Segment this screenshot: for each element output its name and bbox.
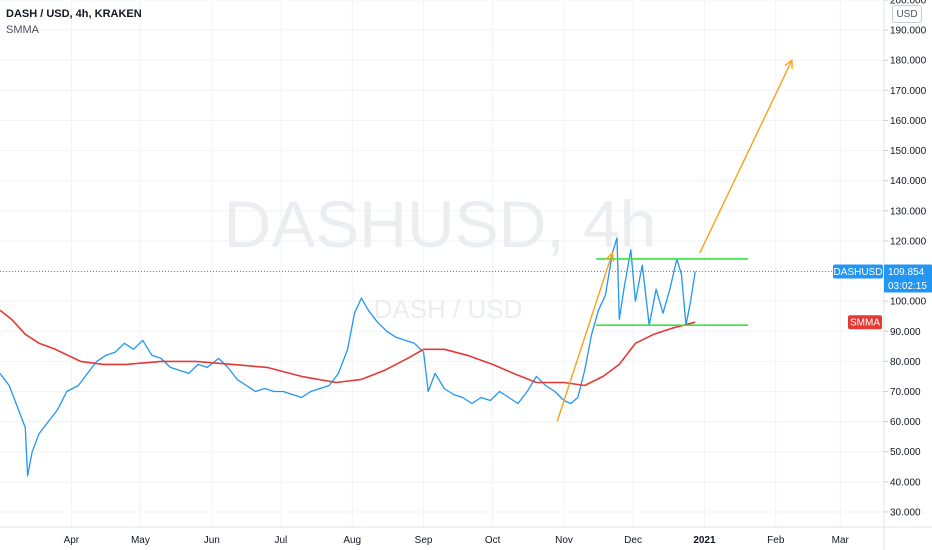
- x-tick-label: Apr: [64, 535, 80, 546]
- y-axis[interactable]: 30.000 40.000 50.000 60.000 70.000 80.000 90.0…: [884, 0, 927, 518]
- y-tick-label: 50.000: [890, 447, 921, 458]
- x-tick-label: Feb: [767, 535, 785, 546]
- last-price-tag-bg: [884, 264, 932, 293]
- x-tick-label: May: [131, 535, 150, 546]
- y-tick-label: 170.000: [890, 86, 927, 97]
- indicator-name[interactable]: SMMA: [6, 24, 39, 36]
- y-tick-label: 70.000: [890, 387, 921, 398]
- annotations-layer: [556, 60, 792, 422]
- y-tick-label: 160.000: [890, 116, 927, 127]
- series-layer: [0, 237, 696, 477]
- series-dashusd: [0, 237, 696, 477]
- y-tick-label: 120.000: [890, 236, 927, 247]
- y-tick-label: 140.000: [890, 176, 927, 187]
- y-tick-label: 40.000: [890, 477, 921, 488]
- y-tick-label: 100.000: [890, 297, 927, 308]
- symbol-title[interactable]: DASH / USD, 4h, KRAKEN: [6, 8, 142, 20]
- smma-tag-bg: [848, 315, 882, 330]
- smma-tag: SMMA: [850, 318, 880, 329]
- x-tick-label: Mar: [832, 535, 850, 546]
- watermark: DASHUSD, 4h DASH / USD: [224, 187, 657, 324]
- x-tick-label: Jun: [204, 535, 220, 546]
- projection-arrow[interactable]: [699, 60, 792, 254]
- y-tick-label: 150.000: [890, 146, 927, 157]
- x-tick-label: Dec: [624, 535, 642, 546]
- bar-countdown: 03:02:15: [888, 281, 927, 292]
- x-tick-label: Nov: [555, 535, 573, 546]
- watermark-main: DASHUSD, 4h: [224, 187, 657, 261]
- x-tick-label: Oct: [485, 535, 501, 546]
- y-tick-label: 200.000: [890, 0, 927, 7]
- currency-scale-button[interactable]: USD: [892, 5, 922, 23]
- y-tick-label: 60.000: [890, 417, 921, 428]
- y-tick-label: 80.000: [890, 357, 921, 368]
- chart-legend[interactable]: DASH / USD, 4h, KRAKEN SMMA: [6, 6, 142, 38]
- price-tags: DASHUSD 109.854 03:02:15 SMMA: [833, 264, 932, 330]
- symbol-tag-bg: [833, 264, 883, 279]
- series-smma: [0, 309, 696, 387]
- x-tick-label: Jul: [274, 535, 287, 546]
- x-tick-label: Aug: [343, 535, 361, 546]
- last-price-value: 109.854: [888, 267, 925, 278]
- watermark-sub: DASH / USD: [374, 294, 523, 324]
- grid: [0, 0, 884, 527]
- y-tick-label: 190.000: [890, 26, 927, 37]
- x-tick-label: Sep: [415, 535, 433, 546]
- rally-arrow[interactable]: [556, 253, 612, 422]
- y-tick-label: 130.000: [890, 206, 927, 217]
- x-tick-label: 2021: [693, 535, 716, 546]
- y-tick-label: 30.000: [890, 507, 921, 518]
- symbol-tag: DASHUSD: [834, 267, 883, 278]
- y-tick-label: 90.000: [890, 327, 921, 338]
- x-axis[interactable]: Apr May Jun Jul Aug Sep Oct Nov Dec 2021 Feb Mar: [64, 535, 850, 546]
- y-tick-label: 180.000: [890, 56, 927, 67]
